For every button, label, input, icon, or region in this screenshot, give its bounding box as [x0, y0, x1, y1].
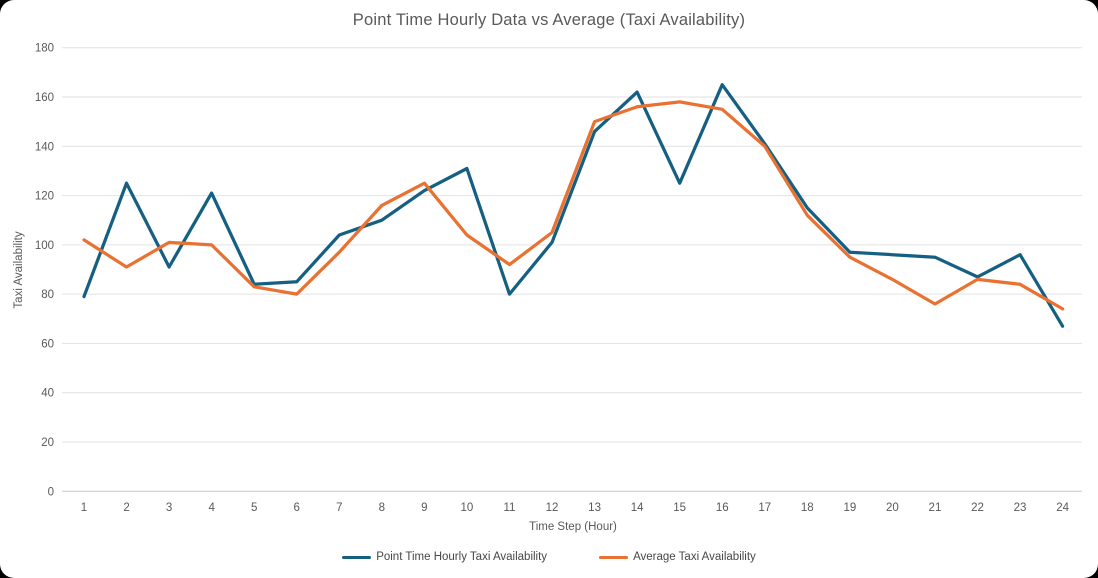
x-tick-label: 4	[208, 502, 215, 514]
x-tick-label: 10	[461, 502, 474, 514]
x-tick-label: 9	[421, 502, 427, 514]
legend-item: Point Time Hourly Taxi Availability	[342, 551, 547, 563]
x-tick-label: 1	[81, 502, 87, 514]
legend-label: Point Time Hourly Taxi Availability	[376, 551, 548, 563]
x-tick-label: 3	[166, 502, 172, 514]
x-tick-label: 7	[336, 502, 342, 514]
x-axis-title: Time Step (Hour)	[529, 521, 617, 533]
x-tick-label: 6	[294, 502, 300, 514]
series-lines	[82, 83, 1065, 328]
x-tick-label: 19	[843, 502, 856, 514]
x-tick-label: 12	[546, 502, 559, 514]
x-tick-label: 24	[1056, 502, 1069, 514]
legend-line-swatch	[342, 555, 372, 559]
x-tick-label: 20	[886, 502, 899, 514]
y-tick-label: 20	[41, 437, 54, 449]
x-tick-label: 2	[123, 502, 129, 514]
legend-line-swatch	[599, 555, 629, 559]
legend-label: Average Taxi Availability	[633, 551, 756, 563]
x-tick-label: 13	[588, 502, 601, 514]
legend-item: Average Taxi Availability	[599, 551, 756, 563]
x-tick-label: 18	[801, 502, 814, 514]
y-axis-tick-labels: 0 20 40 60 80 100 120 140 160 180	[35, 43, 54, 499]
legend: Point Time Hourly Taxi Availability Avera…	[0, 551, 1098, 563]
y-tick-label: 0	[48, 486, 54, 498]
y-tick-label: 100	[35, 240, 54, 252]
series-line-0	[82, 83, 1065, 328]
x-tick-label: 5	[251, 502, 257, 514]
x-tick-label: 16	[716, 502, 729, 514]
x-tick-label: 15	[673, 502, 686, 514]
x-tick-label: 21	[929, 502, 942, 514]
gridlines	[62, 47, 1082, 492]
y-tick-label: 60	[41, 338, 54, 350]
x-tick-label: 17	[758, 502, 771, 514]
y-tick-label: 160	[35, 92, 54, 104]
y-tick-label: 120	[35, 191, 54, 203]
y-tick-label: 40	[41, 388, 54, 400]
y-axis-title: Taxi Availability	[13, 231, 25, 308]
x-tick-label: 8	[379, 502, 385, 514]
y-tick-label: 80	[41, 289, 54, 301]
x-tick-label: 11	[504, 502, 516, 514]
x-tick-label: 23	[1014, 502, 1027, 514]
series-line-1	[82, 100, 1065, 311]
y-tick-label: 140	[35, 141, 54, 153]
x-tick-label: 14	[631, 502, 644, 514]
x-axis-tick-labels: 1 2 3 4 5 6 7 8 9 10 11 12 13 14 15 16 17 18 19 20 21 22 23 24	[81, 502, 1070, 514]
y-tick-label: 180	[35, 43, 54, 55]
chart-title: Point Time Hourly Data vs Average (Taxi …	[352, 11, 746, 29]
x-tick-label: 22	[971, 502, 984, 514]
